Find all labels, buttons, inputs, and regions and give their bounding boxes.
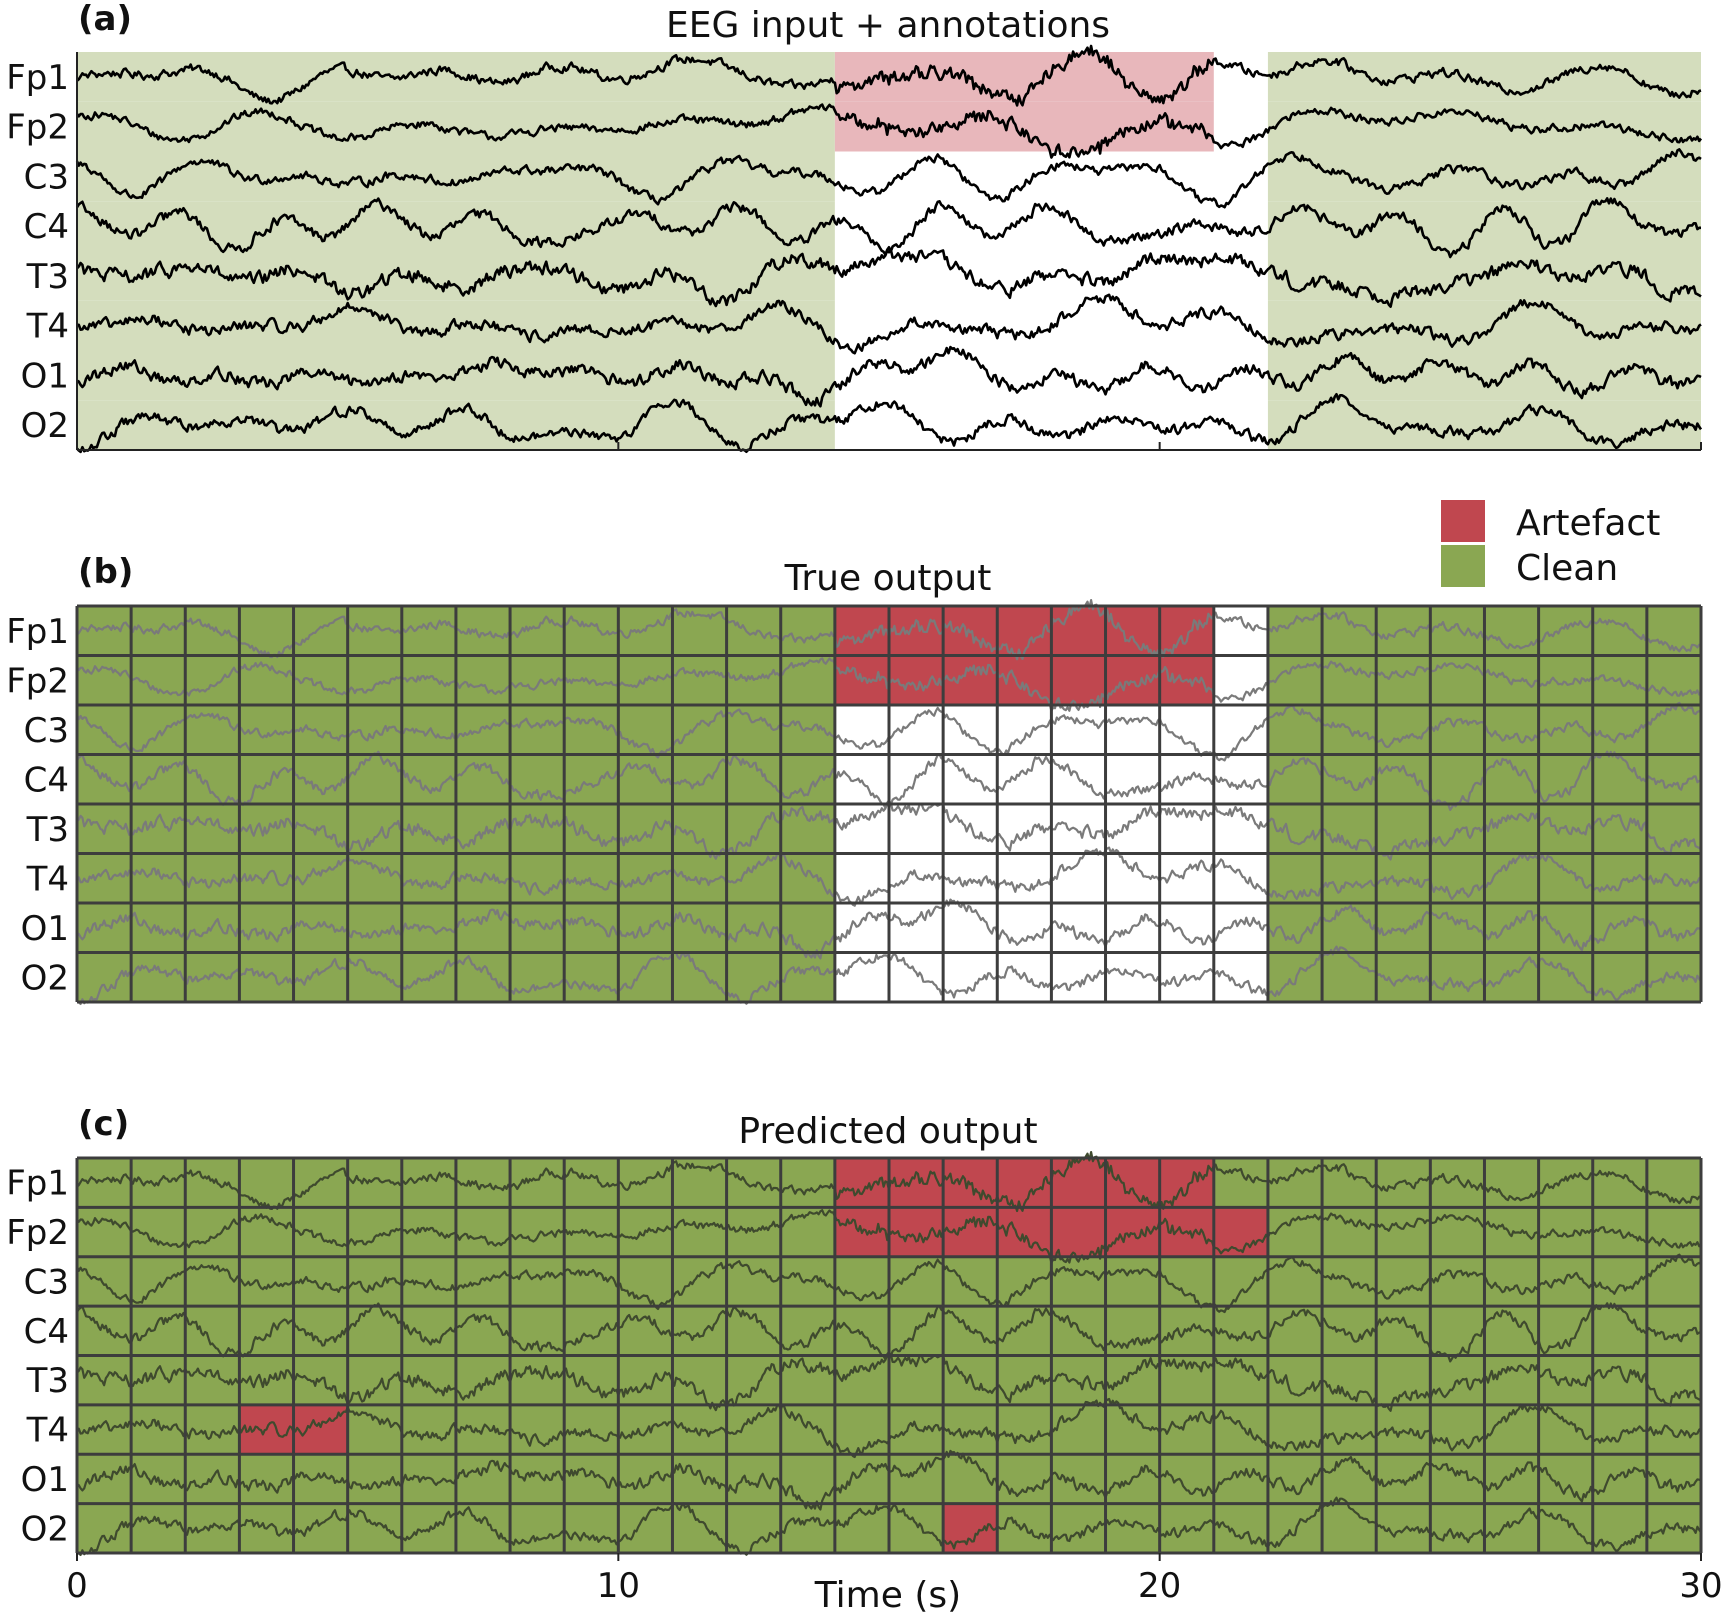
channel-label-t3: T3 xyxy=(26,257,69,297)
channel-label-c4: C4 xyxy=(24,1312,69,1352)
trace-t4 xyxy=(76,293,1702,355)
panel-b-title: True output xyxy=(784,558,992,599)
pred-cell-artefact-fp1-1 xyxy=(834,1158,1214,1208)
panel-a-annotations xyxy=(77,52,1701,450)
trace-o2 xyxy=(76,393,1703,454)
pred-cell-artefact-o2-4 xyxy=(943,1503,998,1553)
panel-c-channel-labels: Fp1 Fp2 C3 C4 T3 T4 O1 O2 xyxy=(6,1164,69,1550)
x-axis-label: Time (s) xyxy=(814,1575,961,1615)
panel-b-grid xyxy=(75,604,1703,1004)
channel-label-o2: O2 xyxy=(21,406,69,446)
channel-label-c3: C3 xyxy=(24,711,69,751)
channel-label-fp2: Fp2 xyxy=(6,1213,69,1253)
annotation-clean-t3-2 xyxy=(1267,251,1701,301)
panel-b-letter: (b) xyxy=(78,552,133,592)
annotation-clean-c3-0 xyxy=(77,151,835,202)
panel-a-axes xyxy=(76,52,1702,451)
panel-c-letter: (c) xyxy=(78,1104,129,1144)
channel-label-t4: T4 xyxy=(26,307,69,347)
x-tick-label-10: 10 xyxy=(597,1566,640,1606)
annotation-clean-t4-2 xyxy=(1267,300,1701,351)
channel-label-c3: C3 xyxy=(24,1262,69,1302)
annotation-clean-c3-2 xyxy=(1267,151,1701,202)
panel-a-channel-labels: Fp1 Fp2 C3 C4 T3 T4 O1 O2 xyxy=(6,58,69,446)
channel-label-c3: C3 xyxy=(24,157,69,197)
trace-t3 xyxy=(76,248,1702,308)
legend-clean-label: Clean xyxy=(1516,548,1618,589)
channel-label-t4: T4 xyxy=(26,1411,69,1451)
panel-a-traces xyxy=(75,44,1703,454)
annotation-clean-fp2-0 xyxy=(77,101,835,152)
annotation-clean-t3-0 xyxy=(77,251,835,301)
panel-c-title: Predicted output xyxy=(738,1111,1037,1152)
panel-c-grid xyxy=(75,1156,1703,1555)
legend-artefact-swatch xyxy=(1441,500,1485,542)
panel-c: (c) Predicted output Fp1Fp2C3C4T3T4O1O2 … xyxy=(6,1104,1722,1615)
legend: Artefact Clean xyxy=(1441,500,1660,589)
x-tick-label-30: 30 xyxy=(1679,1566,1722,1606)
channel-label-fp2: Fp2 xyxy=(6,661,69,701)
annotation-clean-o2-2 xyxy=(1267,400,1701,450)
trace-o1 xyxy=(76,345,1702,408)
panel-b: (b) True output Fp1 Fp2 C3 C4 T3 T4 O1 O2 xyxy=(6,552,1703,1005)
channel-label-o1: O1 xyxy=(21,1460,69,1500)
panel-a-letter: (a) xyxy=(78,0,132,39)
annotation-clean-o1-2 xyxy=(1267,350,1701,401)
trace-fp1 xyxy=(76,44,1702,107)
channel-label-fp2: Fp2 xyxy=(6,108,69,148)
annotation-clean-c4-2 xyxy=(1267,201,1701,251)
trace-c3 xyxy=(75,148,1702,209)
x-tick-label-20: 20 xyxy=(1138,1566,1181,1606)
channel-label-t4: T4 xyxy=(26,859,69,899)
annotation-clean-c4-0 xyxy=(77,201,835,251)
x-axis-ticks: 0 10 20 30 xyxy=(66,1553,1723,1606)
trace-fp2 xyxy=(75,103,1703,159)
panel-a-title: EEG input + annotations xyxy=(666,5,1110,46)
trace-c4 xyxy=(75,197,1701,259)
channel-label-fp1: Fp1 xyxy=(6,1164,69,1204)
annotation-artefact-fp1-1 xyxy=(834,52,1214,102)
legend-artefact-label: Artefact xyxy=(1516,503,1660,544)
channel-label-c4: C4 xyxy=(24,207,69,247)
legend-clean-swatch xyxy=(1441,545,1485,587)
panel-b-channel-labels: Fp1 Fp2 C3 C4 T3 T4 O1 O2 xyxy=(6,612,69,999)
channel-label-t3: T3 xyxy=(26,1361,69,1401)
channel-label-fp1: Fp1 xyxy=(6,612,69,652)
true-cell-artefact-fp1-1 xyxy=(834,606,1214,656)
x-tick-label-0: 0 xyxy=(66,1566,88,1606)
channel-label-o1: O1 xyxy=(21,909,69,949)
channel-label-o2: O2 xyxy=(21,1509,69,1549)
annotation-clean-fp1-2 xyxy=(1267,52,1701,102)
channel-label-c4: C4 xyxy=(24,760,69,800)
panel-a: (a) EEG input + annotations Fp1 Fp2 C3 C4 T3… xyxy=(6,0,1703,454)
channel-label-o2: O2 xyxy=(21,958,69,998)
channel-label-o1: O1 xyxy=(21,356,69,396)
channel-label-t3: T3 xyxy=(26,810,69,850)
channel-label-fp1: Fp1 xyxy=(6,58,69,98)
